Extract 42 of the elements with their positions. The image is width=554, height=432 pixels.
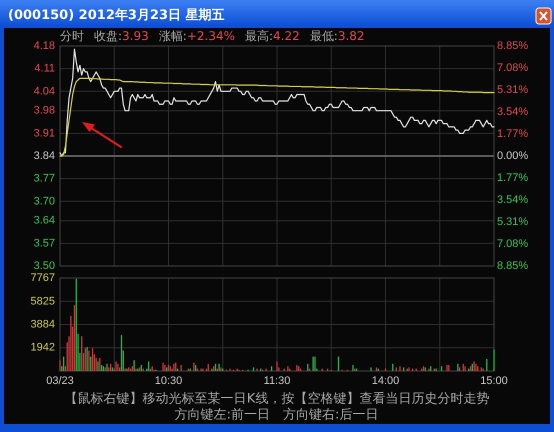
y2-tick-label: 1.77% (497, 172, 528, 184)
y-tick-label: 3.91 (34, 127, 55, 140)
y2-tick-label: 3.54% (497, 194, 528, 206)
text: 最低:3.82 (310, 29, 365, 43)
y-tick-label: 3.70 (34, 195, 55, 208)
y2-tick-label: 5.31% (497, 216, 528, 228)
text: 方向键左:前一日 (174, 406, 270, 422)
y2-tick-label: 5.31% (497, 84, 528, 96)
chart-title: (000150) 2012年3月23日 星期五 (8, 8, 225, 23)
y-tick-label: 3.64 (34, 214, 55, 227)
y2-tick-label: 7.08% (497, 238, 528, 250)
y-tick-label: 3.57 (34, 237, 55, 250)
y-tick-label: 4.11 (34, 62, 55, 75)
text: 方向键右:后一日 (283, 406, 378, 422)
y-tick-label: 3884 (30, 318, 55, 330)
y2-tick-label: 7.08% (497, 62, 528, 74)
text: 收盘:3.93 (94, 29, 149, 43)
text: 【鼠标右键】移动光标至某一日K线，按【空格键】查看当日历史分时走势 (64, 392, 490, 406)
x-tick-label: 11:30 (264, 375, 290, 387)
y-tick-label: 3.50 (34, 260, 55, 272)
y2-tick-label: 0.00% (497, 150, 528, 162)
y-tick-label: 5825 (30, 295, 55, 308)
y-tick-label: 1942 (30, 342, 55, 354)
line-series (59, 48, 495, 157)
y2-tick-label: 8.85% (497, 40, 528, 52)
y-tick-label: 4.04 (34, 85, 55, 98)
y-tick-label: 3.77 (34, 172, 55, 185)
y-tick-label: 3.98 (34, 104, 55, 117)
text: 分时 (60, 29, 84, 43)
y2-tick-label: 3.54% (497, 106, 528, 118)
x-tick-label: 14:00 (372, 375, 400, 387)
y2-tick-label: 8.85% (497, 260, 528, 272)
text: 最高:4.22 (245, 29, 300, 43)
x-tick-label: 15:00 (480, 375, 508, 387)
x-tick-label: 03/23 (46, 375, 74, 387)
y-tick-label: 4.18 (34, 40, 55, 52)
y-tick-label: 7767 (30, 272, 55, 284)
line-series (59, 78, 495, 157)
y-tick-label: 3.84 (34, 150, 55, 162)
text: 涨幅:+2.34% (158, 29, 235, 43)
y2-tick-label: 1.77% (497, 128, 528, 140)
x-tick-label: 10:30 (154, 375, 182, 387)
